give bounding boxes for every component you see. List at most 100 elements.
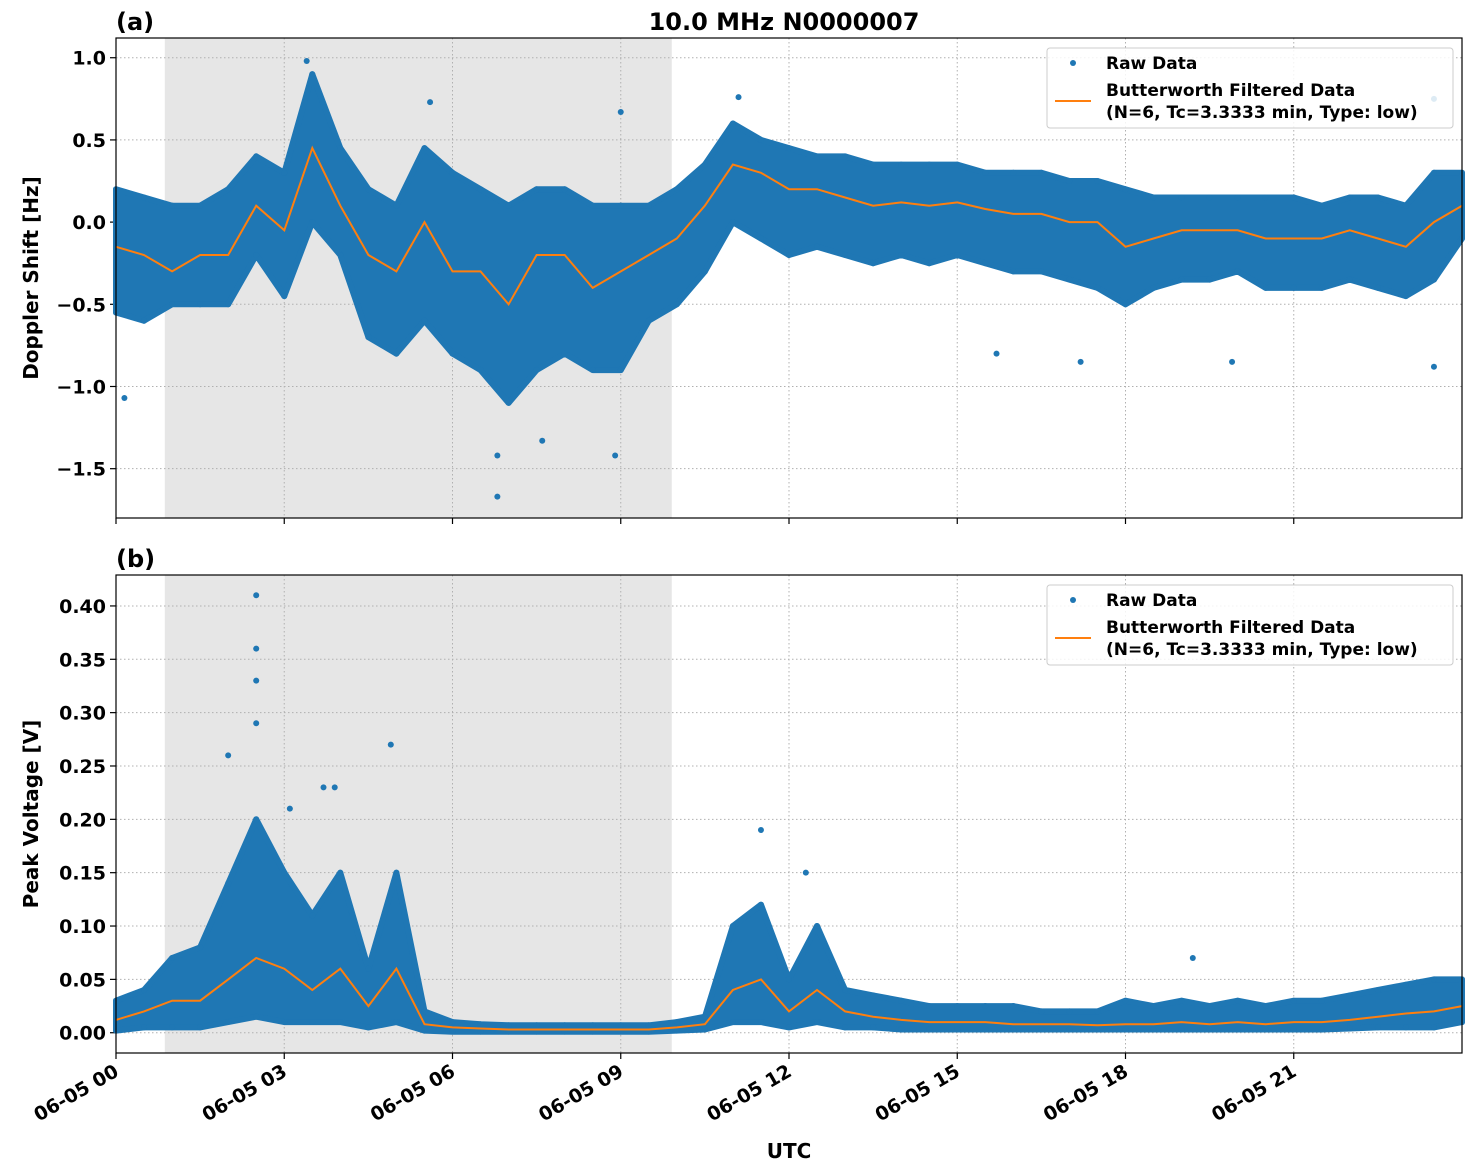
- raw-data-point: [1206, 1026, 1213, 1033]
- raw-data-point: [1346, 276, 1353, 283]
- raw-data-point: [421, 145, 428, 152]
- raw-data-point: [393, 202, 400, 209]
- raw-data-point: [1318, 284, 1325, 291]
- legend-raw-marker: [1070, 60, 1076, 66]
- raw-data-point: [533, 1022, 540, 1029]
- raw-data-point: [169, 301, 176, 308]
- raw-data-point: [253, 251, 260, 258]
- x-tick-label: 06-05 18: [1040, 1060, 1132, 1126]
- raw-data-point: [1122, 997, 1129, 1004]
- raw-data-point: [1229, 358, 1236, 365]
- raw-data-point: [1318, 202, 1325, 209]
- y-tick-label: 0.40: [59, 596, 106, 618]
- raw-data-point: [286, 805, 293, 812]
- raw-data-point: [617, 367, 624, 374]
- raw-data-point: [842, 153, 849, 160]
- figure-title: 10.0 MHz N0000007: [649, 8, 920, 36]
- raw-data-point: [898, 997, 905, 1004]
- y-tick-label: −1.0: [56, 376, 106, 398]
- y-tick-label: 0.05: [59, 969, 106, 991]
- raw-data-point: [1234, 194, 1241, 201]
- raw-data-point: [141, 1024, 148, 1031]
- y-tick-label: 0.25: [59, 756, 106, 778]
- raw-data-point: [309, 1019, 316, 1026]
- raw-data-point: [842, 251, 849, 258]
- raw-data-point: [814, 1019, 821, 1026]
- y-tick-label: 0.15: [59, 863, 106, 885]
- raw-data-point: [1374, 284, 1381, 291]
- raw-data-point: [1066, 178, 1073, 185]
- raw-data-point: [1178, 194, 1185, 201]
- y-tick-label: 0.10: [59, 916, 106, 938]
- raw-data-point: [1094, 178, 1101, 185]
- raw-data-point: [1094, 1026, 1101, 1033]
- raw-data-point: [1066, 1026, 1073, 1033]
- raw-data-point: [477, 186, 484, 193]
- legend-filtered-params: (N=6, Tc=3.3333 min, Type: low): [1106, 640, 1418, 660]
- raw-data-point: [253, 645, 260, 652]
- raw-data-point: [449, 350, 456, 357]
- raw-data-point: [225, 186, 232, 193]
- raw-data-point: [757, 1019, 764, 1026]
- raw-data-point: [505, 399, 512, 406]
- raw-data-point: [494, 452, 501, 459]
- legend-box: [1046, 47, 1454, 129]
- raw-data-point: [1206, 276, 1213, 283]
- y-tick-label: 0.20: [59, 809, 106, 831]
- raw-data-point: [449, 1019, 456, 1026]
- raw-data-point: [449, 1028, 456, 1035]
- axes-frame: [115, 37, 1463, 519]
- raw-data-point: [1038, 169, 1045, 176]
- raw-data-point: [1150, 1003, 1157, 1010]
- raw-data-point: [1150, 194, 1157, 201]
- raw-data-point: [1262, 194, 1269, 201]
- legend-filtered-label: Butterworth Filtered Data: [1106, 618, 1355, 638]
- raw-data-point: [993, 350, 1000, 357]
- y-axis-label: Peak Voltage [V]: [19, 720, 43, 909]
- x-tick-label: 06-05 15: [871, 1060, 963, 1126]
- raw-data-point: [337, 869, 344, 876]
- raw-data-point: [842, 987, 849, 994]
- legend-raw-label: Raw Data: [1106, 54, 1197, 74]
- raw-data-point: [477, 1028, 484, 1035]
- x-axis-label: UTC: [767, 1139, 812, 1163]
- raw-data-point: [954, 1026, 961, 1033]
- raw-data-point: [121, 395, 128, 401]
- raw-data-point: [1094, 1008, 1101, 1015]
- raw-data-point: [1290, 194, 1297, 201]
- raw-data-point: [365, 1024, 372, 1031]
- raw-data-point: [612, 452, 619, 459]
- raw-data-point: [1318, 1026, 1325, 1033]
- raw-data-point: [1010, 1003, 1017, 1010]
- filtered-data-line: [115, 956, 1463, 1031]
- raw-data-point: [1038, 268, 1045, 275]
- raw-data-point: [954, 251, 961, 258]
- raw-data-point: [1206, 194, 1213, 201]
- y-tick-label: 0.00: [59, 1023, 106, 1045]
- legend-filtered-params: (N=6, Tc=3.3333 min, Type: low): [1106, 103, 1418, 123]
- raw-data-point: [1346, 194, 1353, 201]
- raw-data-point: [786, 145, 792, 152]
- raw-data-point: [427, 99, 434, 106]
- raw-data-point: [1430, 169, 1437, 176]
- raw-data-point: [253, 1013, 260, 1020]
- raw-data-point: [253, 720, 260, 727]
- raw-data-point: [814, 923, 821, 930]
- raw-data-point: [870, 161, 877, 168]
- y-tick-label: 0.0: [72, 212, 106, 234]
- raw-data-point: [1234, 1026, 1241, 1033]
- raw-data-point: [673, 186, 680, 193]
- legend-raw-label: Raw Data: [1106, 591, 1197, 611]
- raw-data-point: [1189, 955, 1196, 962]
- filtered-data-line: [115, 145, 1463, 307]
- x-tick-label: 06-05 06: [367, 1060, 459, 1126]
- raw-data-point: [1234, 997, 1241, 1004]
- raw-data-point: [197, 944, 204, 951]
- raw-data-point: [870, 260, 877, 267]
- raw-data-point: [735, 94, 742, 101]
- raw-data-point: [365, 186, 372, 193]
- panel-a: 1.0 0.5 0.0 −0.5 −1.0 −1.5 (a) Doppler Shift [H…: [19, 8, 1465, 524]
- raw-data-point: [1374, 1024, 1381, 1031]
- raw-data-point: [309, 912, 316, 919]
